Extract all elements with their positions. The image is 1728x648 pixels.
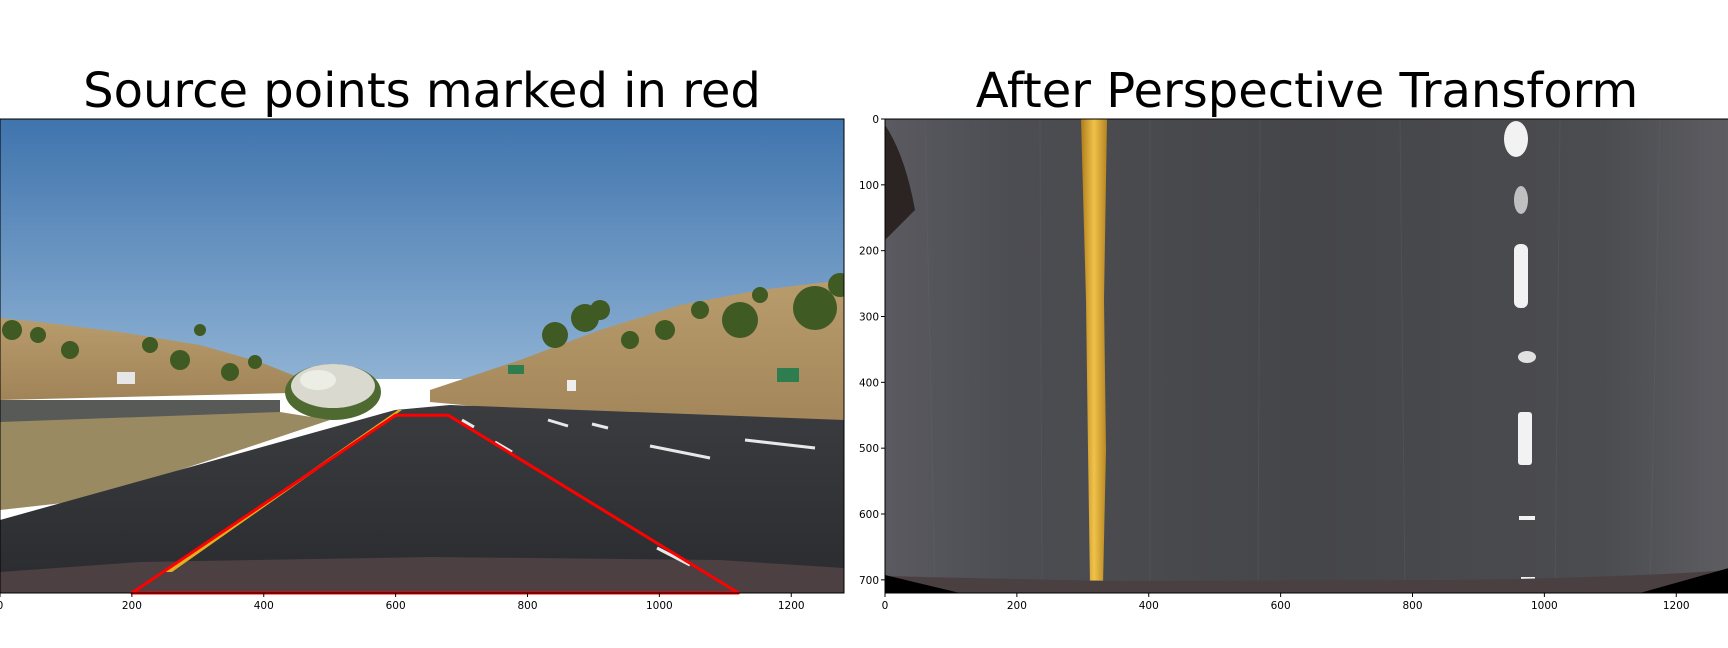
right-y-tick-label: 200 [859, 246, 879, 258]
road-signs [117, 365, 799, 391]
right-y-tick-label: 300 [859, 312, 879, 324]
right-x-tick-label: 1000 [1531, 600, 1558, 612]
right-image [885, 119, 1728, 593]
left-x-tick-label: 1000 [646, 600, 673, 612]
left-axes-frame [0, 118, 845, 594]
dark-corner [885, 125, 915, 240]
white-dashes [461, 418, 816, 567]
right-y-axis: 0 100 200 300 400 500 600 700 [859, 114, 885, 587]
bush [285, 364, 381, 420]
black-left-corner [885, 575, 960, 593]
left-chart-title: Source points marked in red [83, 63, 761, 119]
yellow-lane-warped [1081, 119, 1107, 585]
trees [2, 273, 844, 381]
left-hillside [0, 318, 330, 400]
left-x-tick-label: 200 [122, 600, 142, 612]
left-x-axis: 0 200 400 600 800 1000 1200 [0, 593, 805, 612]
hood [0, 557, 844, 593]
right-y-tick-label: 600 [859, 509, 879, 521]
right-x-axis: 0 200 400 600 800 1000 1200 [882, 593, 1690, 612]
dry-grass [0, 412, 330, 510]
right-x-tick-label: 1200 [1663, 600, 1690, 612]
left-x-tick-label: 800 [517, 600, 537, 612]
road-surface [0, 405, 844, 593]
right-y-tick-label: 100 [859, 180, 879, 192]
right-axes-frame [884, 118, 1728, 594]
left-x-tick-label: 0 [0, 600, 3, 612]
right-x-tick-label: 800 [1402, 600, 1422, 612]
right-y-tick-label: 0 [872, 114, 879, 126]
left-x-tick-label: 400 [254, 600, 274, 612]
black-right-corner [1640, 568, 1728, 593]
left-image [0, 119, 844, 593]
smear-streaks [924, 119, 1661, 593]
right-x-tick-label: 600 [1271, 600, 1291, 612]
right-x-tick-label: 200 [1007, 600, 1027, 612]
left-x-tick-label: 1200 [778, 600, 805, 612]
right-y-tick-label: 700 [859, 575, 879, 587]
right-x-tick-label: 400 [1139, 600, 1159, 612]
left-x-tick-label: 600 [386, 600, 406, 612]
right-y-tick-label: 500 [859, 443, 879, 455]
right-chart-title: After Perspective Transform [975, 63, 1639, 119]
white-lane-warped [1504, 121, 1536, 584]
right-x-tick-label: 0 [882, 600, 889, 612]
warped-road [885, 119, 1728, 593]
warped-hood [885, 570, 1728, 593]
right-y-tick-label: 400 [859, 377, 879, 389]
